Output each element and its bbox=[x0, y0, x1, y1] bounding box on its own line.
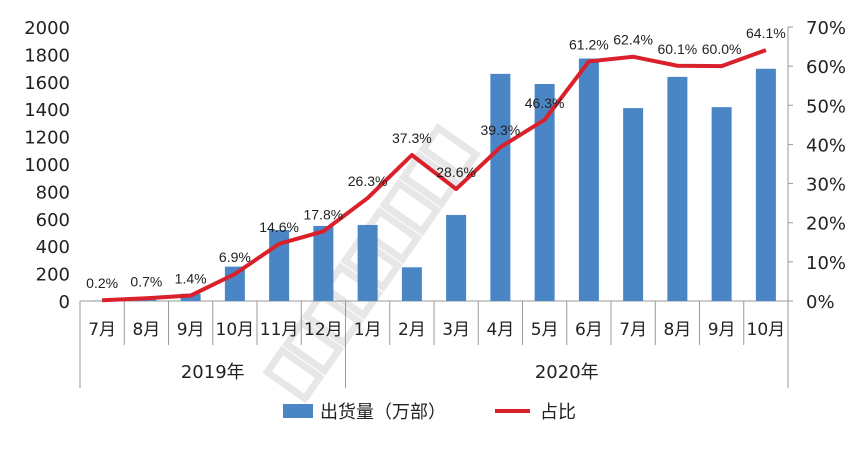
data-label: 26.3% bbox=[348, 173, 388, 189]
left-axis-tick: 600 bbox=[36, 210, 70, 231]
right-axis-tick: 70% bbox=[806, 18, 846, 39]
category-label: 2月 bbox=[398, 320, 426, 340]
category-label: 12月 bbox=[304, 320, 343, 340]
bar bbox=[357, 224, 378, 301]
category-label: 9月 bbox=[708, 320, 736, 340]
left-axis-tick: 0 bbox=[59, 292, 70, 313]
data-label: 46.3% bbox=[525, 95, 565, 111]
category-label: 10月 bbox=[747, 320, 786, 340]
watermark-glyph bbox=[418, 123, 481, 181]
data-label: 1.4% bbox=[175, 271, 207, 287]
data-label: 37.3% bbox=[392, 130, 432, 146]
watermark-glyph bbox=[379, 178, 442, 237]
data-label: 60.0% bbox=[702, 41, 742, 57]
category-label: 5月 bbox=[531, 320, 559, 340]
data-label: 60.1% bbox=[658, 41, 698, 57]
bar bbox=[401, 267, 422, 301]
data-label: 14.6% bbox=[259, 219, 299, 235]
left-axis-tick: 800 bbox=[36, 182, 70, 203]
left-axis-tick: 400 bbox=[36, 237, 70, 258]
bar bbox=[623, 108, 644, 301]
category-label: 7月 bbox=[88, 320, 116, 340]
category-label: 8月 bbox=[663, 320, 691, 340]
left-axis-tick: 2000 bbox=[24, 18, 70, 39]
bar bbox=[578, 58, 599, 302]
data-label: 0.7% bbox=[130, 273, 162, 289]
data-label: 39.3% bbox=[481, 122, 521, 138]
category-label: 4月 bbox=[486, 320, 514, 340]
left-axis-tick: 1400 bbox=[24, 100, 70, 121]
data-label: 17.8% bbox=[304, 206, 344, 222]
data-label: 62.4% bbox=[613, 32, 653, 48]
left-axis-tick: 1000 bbox=[24, 155, 70, 176]
right-axis-tick: 0% bbox=[806, 292, 835, 313]
left-axis-tick: 1800 bbox=[24, 45, 70, 66]
left-axis-tick: 200 bbox=[36, 265, 70, 286]
line-series bbox=[102, 48, 767, 303]
right-axis-tick: 10% bbox=[806, 253, 846, 274]
bar bbox=[755, 68, 776, 301]
right-axis-tick: 40% bbox=[806, 135, 846, 156]
category-label: 6月 bbox=[575, 320, 603, 340]
category-label: 1月 bbox=[354, 320, 382, 340]
group-label: 2019年 bbox=[181, 362, 245, 383]
data-label: 61.2% bbox=[569, 36, 609, 52]
legend-label-bar: 出货量（万部） bbox=[320, 402, 446, 423]
data-label: 0.2% bbox=[86, 275, 118, 291]
bar bbox=[534, 83, 555, 301]
watermark-glyph bbox=[281, 318, 345, 376]
bar bbox=[711, 107, 732, 302]
bar bbox=[136, 299, 157, 301]
category-label: 7月 bbox=[619, 320, 647, 340]
group-label: 2020年 bbox=[535, 362, 599, 383]
data-label: 64.1% bbox=[746, 25, 786, 41]
right-axis-tick: 20% bbox=[806, 214, 846, 235]
left-axis-tick: 1200 bbox=[24, 128, 70, 149]
left-axis-tick: 1600 bbox=[24, 73, 70, 94]
data-label: 6.9% bbox=[219, 249, 251, 265]
right-axis-tick: 30% bbox=[806, 175, 846, 196]
category-label: 3月 bbox=[442, 320, 470, 340]
data-label: 28.6% bbox=[436, 164, 476, 180]
right-axis-tick: 60% bbox=[806, 57, 846, 78]
right-axis-tick: 50% bbox=[806, 96, 846, 117]
category-label: 11月 bbox=[260, 320, 299, 340]
category-label: 9月 bbox=[177, 320, 205, 340]
watermark-glyph bbox=[301, 290, 364, 348]
bar bbox=[490, 73, 511, 301]
watermark-glyph bbox=[359, 206, 423, 265]
bar bbox=[446, 214, 467, 301]
bar bbox=[313, 225, 334, 301]
category-label: 10月 bbox=[216, 320, 255, 340]
watermark-glyph bbox=[262, 345, 325, 404]
legend-label-line: 占比 bbox=[540, 402, 576, 423]
legend-swatch-bar bbox=[283, 404, 313, 418]
bar bbox=[667, 76, 688, 301]
watermark-glyph bbox=[398, 150, 462, 209]
category-label: 8月 bbox=[132, 320, 160, 340]
